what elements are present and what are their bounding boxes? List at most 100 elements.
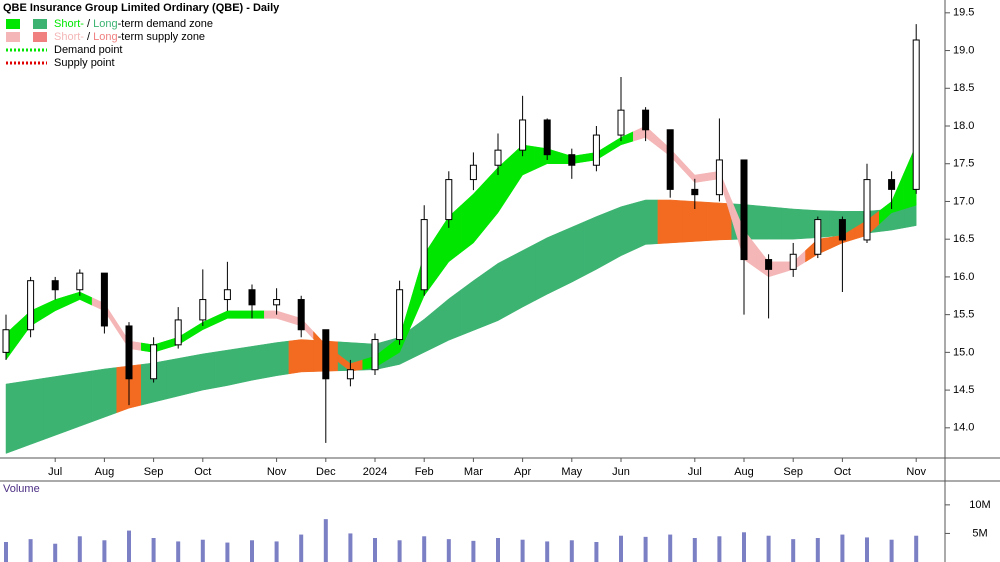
volume-bar (643, 536, 648, 562)
candle-body (592, 134, 600, 166)
candle-body (445, 179, 453, 221)
volume-bar (742, 532, 746, 562)
zone-segment (214, 347, 240, 389)
legend-text: -term demand zone (118, 18, 213, 30)
zone-segment (5, 381, 19, 454)
zone-segment (288, 339, 314, 375)
volume-bar (176, 541, 181, 562)
candle-body (420, 219, 428, 291)
volume-bar (594, 542, 599, 562)
volume-bar (692, 538, 697, 562)
candle-body (174, 319, 182, 346)
zone-segment (190, 351, 216, 394)
candle-body (51, 280, 59, 291)
y-tick-label: 17.5 (953, 158, 974, 170)
x-tick-label: Oct (834, 466, 851, 478)
zone-segment (264, 340, 290, 379)
candle-body (863, 179, 871, 241)
candle-body (199, 299, 207, 321)
candle-body (715, 159, 723, 196)
y-tick-label: 16.0 (953, 271, 974, 283)
zone-segment (706, 201, 732, 241)
axes: Jul Aug Sep Oct Nov Dec 2024 Feb Mar Apr May Jun Jul… (48, 7, 991, 540)
volume-bar (53, 543, 58, 562)
x-tick-label: Nov (906, 466, 926, 478)
volume-bar (619, 535, 623, 562)
candle-body (543, 119, 551, 156)
candle-body (2, 329, 10, 353)
x-tick-label: Feb (415, 466, 434, 478)
x-tick-label: Jul (688, 466, 702, 478)
volume-bar (77, 536, 82, 562)
y-tick-label: 10M (969, 499, 990, 511)
volume-bar (274, 541, 279, 562)
x-tick-label: Mar (464, 466, 483, 478)
volume-bar (200, 539, 205, 562)
candle-body (691, 188, 699, 196)
candle-body (76, 272, 84, 291)
zone-segment (18, 378, 44, 450)
x-tick-label: Sep (783, 466, 803, 478)
legend-label: Demand point (54, 44, 123, 56)
y-tick-label: 5M (972, 527, 987, 539)
chart-title: QBE Insurance Group Limited Ordinary (QB… (3, 2, 280, 14)
legend-swatch (6, 32, 20, 42)
volume-bar (348, 533, 353, 562)
candle-body (494, 149, 502, 166)
volume-bar (889, 539, 894, 562)
volume-bars (4, 519, 919, 562)
volume-title: Volume (3, 483, 40, 495)
zone-segment (756, 205, 782, 240)
candle-body (248, 289, 256, 306)
volume-bar (250, 540, 254, 562)
volume-bar (520, 539, 525, 562)
y-tick-label: 18.5 (953, 82, 974, 94)
x-tick-label: May (561, 466, 582, 478)
zone-segment (42, 374, 68, 441)
volume-bar (422, 536, 427, 562)
volume-bar (102, 540, 107, 562)
volume-bar (373, 538, 377, 562)
candle-body (642, 109, 650, 131)
zone-segment (657, 199, 683, 244)
volume-bar (28, 539, 33, 562)
candle-body (27, 280, 35, 331)
candles (2, 24, 920, 443)
y-tick-label: 19.0 (953, 44, 974, 56)
zone-segment (91, 367, 117, 423)
volume-bar (323, 519, 328, 562)
volume-bar (766, 535, 771, 562)
candle-body (814, 219, 822, 255)
x-tick-label: Aug (95, 466, 115, 478)
x-tick-label: Aug (734, 466, 754, 478)
x-tick-label: 2024 (363, 466, 387, 478)
x-tick-label: Jun (612, 466, 630, 478)
candle-body (838, 219, 846, 241)
y-tick-label: 14.0 (953, 422, 974, 434)
x-tick-label: Oct (194, 466, 211, 478)
zone-segment (780, 207, 806, 240)
candle-body (765, 259, 773, 270)
x-tick-label: Dec (316, 466, 336, 478)
volume-bar (717, 536, 722, 562)
volume-bar (840, 534, 845, 562)
volume-bar (151, 538, 156, 562)
volume-bar (446, 539, 451, 562)
legend-swatch (6, 19, 20, 29)
volume-bar (299, 534, 304, 562)
volume-bar (127, 530, 131, 562)
volume-bar (397, 540, 402, 562)
candle-body (469, 164, 477, 181)
zone-segment (67, 370, 93, 432)
volume-bar (791, 539, 796, 562)
legend-text: Long (93, 31, 117, 43)
candle-body (396, 289, 404, 341)
legend-label: Short- / Long-term demand zone (54, 18, 213, 30)
candle-body (617, 109, 625, 136)
candle-body (125, 325, 133, 380)
volume-bar (815, 538, 820, 562)
zone-segment (165, 355, 191, 400)
x-tick-label: Apr (514, 466, 531, 478)
volume-bar (4, 542, 8, 562)
volume-bar (668, 534, 673, 562)
